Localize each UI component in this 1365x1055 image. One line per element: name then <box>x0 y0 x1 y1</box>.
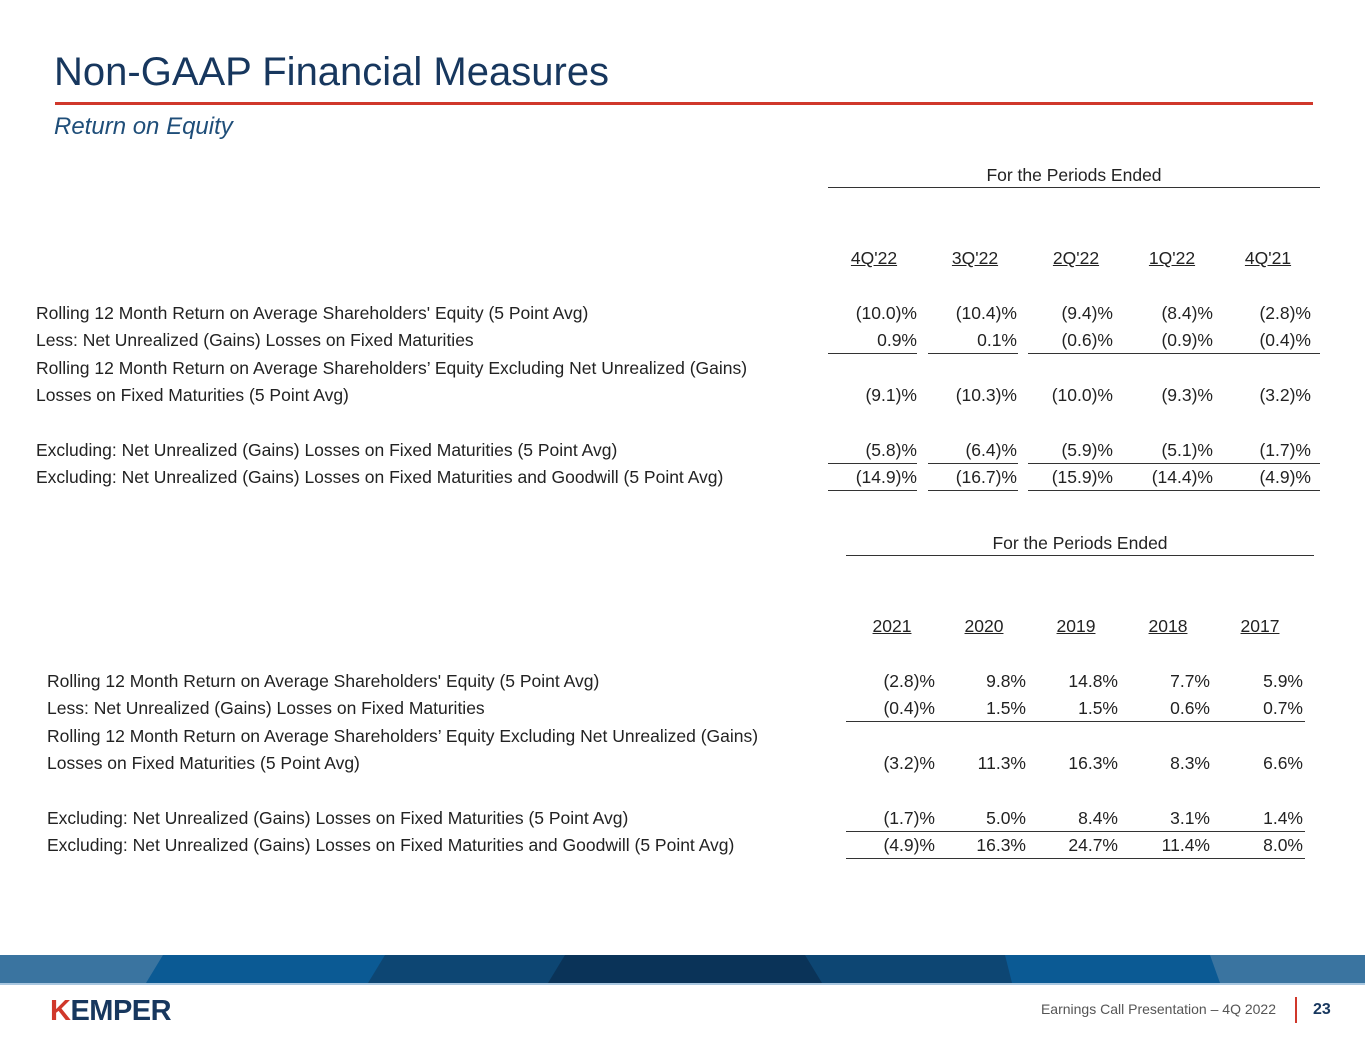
table-cell: (2.8)% <box>883 671 935 691</box>
row-label: Excluding: Net Unrealized (Gains) Losses… <box>36 467 724 487</box>
title-divider <box>55 102 1313 105</box>
column-header: 4Q'21 <box>1244 248 1292 268</box>
subtotal-underline <box>1028 463 1320 464</box>
column-header: 4Q'22 <box>850 248 898 268</box>
row-label: Less: Net Unrealized (Gains) Losses on F… <box>47 698 485 718</box>
column-header: 2019 <box>1056 616 1096 636</box>
table-cell: (6.4)% <box>965 440 1017 460</box>
subtotal-underline <box>1028 490 1320 491</box>
subtotal-underline <box>928 353 1018 354</box>
table-cell: (0.4)% <box>883 698 935 718</box>
group-header-underline <box>846 555 1314 556</box>
row-label-continued: Losses on Fixed Maturities (5 Point Avg) <box>36 385 349 405</box>
footer-divider <box>1295 997 1297 1023</box>
subtotal-underline <box>1028 353 1320 354</box>
subtotal-underline <box>846 831 1305 832</box>
column-header: 1Q'22 <box>1148 248 1196 268</box>
subtotal-underline <box>828 353 917 354</box>
table-cell: (0.6)% <box>1061 330 1113 350</box>
column-header: 2018 <box>1148 616 1188 636</box>
table-cell: 1.5% <box>986 698 1026 718</box>
page-subtitle: Return on Equity <box>54 113 233 140</box>
row-label-continued: Losses on Fixed Maturities (5 Point Avg) <box>47 753 360 773</box>
table-cell: (14.4)% <box>1151 467 1213 487</box>
table-cell: (5.8)% <box>865 440 917 460</box>
kemper-logo: KEMPER <box>50 995 172 1027</box>
row-label: Excluding: Net Unrealized (Gains) Losses… <box>47 835 735 855</box>
subtotal-underline <box>846 721 1305 722</box>
table-cell: 14.8% <box>1068 671 1118 691</box>
group-header-underline <box>828 187 1320 188</box>
row-label: Rolling 12 Month Return on Average Share… <box>47 671 600 691</box>
row-label: Rolling 12 Month Return on Average Share… <box>36 358 748 378</box>
row-label: Excluding: Net Unrealized (Gains) Losses… <box>36 440 618 460</box>
table-cell: 11.3% <box>977 753 1026 773</box>
table-cell: (9.3)% <box>1161 385 1213 405</box>
table-cell: 16.3% <box>1068 753 1118 773</box>
column-header: 3Q'22 <box>951 248 999 268</box>
group-header: For the Periods Ended <box>986 165 1162 185</box>
table-cell: 16.3% <box>976 835 1026 855</box>
table-cell: 1.5% <box>1078 698 1118 718</box>
table-cell: (5.1)% <box>1161 440 1213 460</box>
table-cell: 9.8% <box>986 671 1026 691</box>
table-cell: (8.4)% <box>1161 303 1213 323</box>
column-header: 2Q'22 <box>1052 248 1100 268</box>
table-cell: (4.9)% <box>883 835 935 855</box>
table-cell: 11.4% <box>1161 835 1210 855</box>
column-header: 2021 <box>872 616 912 636</box>
table-cell: 8.4% <box>1078 808 1118 828</box>
table-cell: (9.1)% <box>865 385 917 405</box>
table-cell: 5.9% <box>1263 671 1303 691</box>
table-cell: 7.7% <box>1170 671 1210 691</box>
subtotal-underline <box>928 490 1018 491</box>
group-header: For the Periods Ended <box>992 533 1168 553</box>
table-cell: 0.9% <box>877 330 917 350</box>
subtotal-underline <box>928 463 1018 464</box>
table-cell: 6.6% <box>1263 753 1303 773</box>
page-title: Non-GAAP Financial Measures <box>54 50 610 94</box>
table-cell: 0.1% <box>977 330 1017 350</box>
row-label: Less: Net Unrealized (Gains) Losses on F… <box>36 330 474 350</box>
table-cell: (3.2)% <box>883 753 935 773</box>
table-cell: 1.4% <box>1263 808 1303 828</box>
table-cell: (10.0)% <box>1051 385 1113 405</box>
table-cell: (10.3)% <box>955 385 1017 405</box>
table-cell: (1.7)% <box>1259 440 1311 460</box>
table-cell: (10.4)% <box>955 303 1017 323</box>
table-cell: (4.9)% <box>1259 467 1311 487</box>
column-header: 2020 <box>964 616 1004 636</box>
table-cell: 24.7% <box>1068 835 1118 855</box>
table-cell: (5.9)% <box>1061 440 1113 460</box>
table-cell: (0.9)% <box>1161 330 1213 350</box>
table-cell: 0.6% <box>1170 698 1210 718</box>
table-cell: (2.8)% <box>1259 303 1311 323</box>
table-cell: (10.0)% <box>855 303 917 323</box>
table-cell: 0.7% <box>1263 698 1303 718</box>
row-label: Excluding: Net Unrealized (Gains) Losses… <box>47 808 629 828</box>
footer-band <box>0 955 1365 985</box>
subtotal-underline <box>846 858 1305 859</box>
table-cell: (3.2)% <box>1259 385 1311 405</box>
footer-presentation-title: Earnings Call Presentation – 4Q 2022 <box>1040 1001 1276 1017</box>
column-header: 2017 <box>1240 616 1280 636</box>
table-cell: (9.4)% <box>1061 303 1113 323</box>
table-cell: 8.3% <box>1170 753 1210 773</box>
table-cell: (14.9)% <box>855 467 917 487</box>
table-cell: 8.0% <box>1263 835 1303 855</box>
subtotal-underline <box>828 490 917 491</box>
table-cell: (0.4)% <box>1259 330 1311 350</box>
table-cell: 5.0% <box>986 808 1026 828</box>
table-cell: 3.1% <box>1170 808 1210 828</box>
page-number: 23 <box>1313 1001 1331 1018</box>
table-cell: (16.7)% <box>955 467 1017 487</box>
subtotal-underline <box>828 463 917 464</box>
table-cell: (1.7)% <box>883 808 935 828</box>
row-label: Rolling 12 Month Return on Average Share… <box>47 726 759 746</box>
row-label: Rolling 12 Month Return on Average Share… <box>36 303 589 323</box>
table-cell: (15.9)% <box>1051 467 1113 487</box>
